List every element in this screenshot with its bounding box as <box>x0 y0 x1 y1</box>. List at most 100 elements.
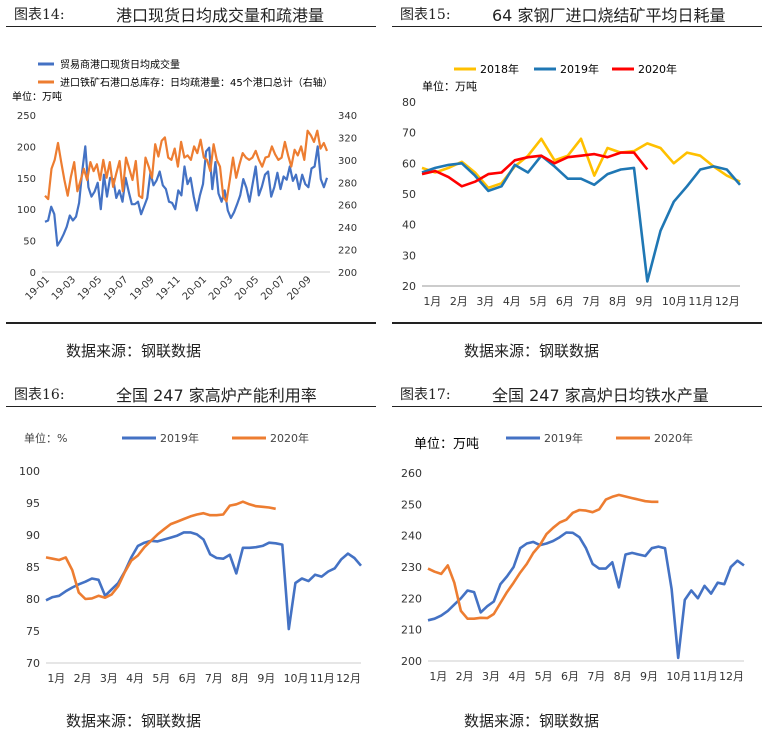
series-line-1 <box>45 531 362 631</box>
unit-label: 单位：万吨 <box>12 90 62 103</box>
x-tick-label: 10月 <box>666 670 691 683</box>
x-tick-label: 5月 <box>529 295 547 308</box>
chart-title: 港口现货日均成交量和疏港量 <box>116 6 325 25</box>
legend-label-2019: 2019年 <box>160 431 199 445</box>
x-tick-label: 8月 <box>614 670 632 683</box>
x-tick-label: 1月 <box>423 295 441 308</box>
panel-bottom-rule <box>6 322 376 324</box>
y-tick-label: 200 <box>401 655 422 668</box>
x-tick-label: 2月 <box>74 672 92 685</box>
figure-number: 图表16: <box>14 387 65 403</box>
y-tick-label: 80 <box>26 593 40 606</box>
unit-label: 单位：万吨 <box>414 437 479 452</box>
chart-title: 全国 247 家高炉日均铁水产量 <box>492 386 709 405</box>
x-tick-label: 8月 <box>231 672 249 685</box>
y-tick-label: 50 <box>402 188 416 201</box>
x-tick-label: 11月 <box>310 672 335 685</box>
x-tick-label: 7月 <box>205 672 223 685</box>
panel-header: 图表17: 全国 247 家高炉日均铁水产量 <box>392 380 762 407</box>
y-tick-label: 0 <box>30 268 36 279</box>
plot-area: 20 30 40 50 60 70 80 1月 2月 3月 4月 5月 6月 7月 8月 9月 10月 11月 12… <box>402 96 741 308</box>
x-tick-label: 19-09 <box>128 274 156 302</box>
y-tick-label: 75 <box>26 625 40 638</box>
x-tick-label: 1月 <box>429 670 447 683</box>
y-tick-label: 60 <box>402 157 416 170</box>
y-right-tick-label: 320 <box>338 133 357 144</box>
chart-panel-14: 图表14: 港口现货日均成交量和疏港量 贸易商港口现货日均成交量 进口铁矿石港口… <box>0 0 384 372</box>
y-tick-label: 20 <box>402 280 416 293</box>
y-tick-label: 230 <box>401 561 422 574</box>
series-line-1 <box>44 145 329 247</box>
y-tick-label: 150 <box>17 174 36 185</box>
y-tick-label: 80 <box>402 96 416 109</box>
series-line-1 <box>421 137 741 190</box>
x-tick-label: 8月 <box>609 295 627 308</box>
series-line-1 <box>427 531 745 660</box>
x-tick-label: 20-05 <box>233 274 261 302</box>
y-right-tick-label: 280 <box>338 178 357 189</box>
legend-label-2019: 2019年 <box>560 62 599 76</box>
x-tick-label: 12月 <box>336 672 361 685</box>
series-line-2 <box>44 129 329 203</box>
series-line-2 <box>45 500 276 601</box>
x-tick-label: 7月 <box>587 670 605 683</box>
plot-area: 200 210 220 230 240 250 260 1月 2月 3月 4月 5月 6月 7月 8月 9月 1… <box>401 467 745 683</box>
x-tick-label: 19-11 <box>155 274 183 302</box>
x-tick-label: 6月 <box>556 295 574 308</box>
y-tick-label: 70 <box>402 127 416 140</box>
x-tick-label: 11月 <box>688 295 713 308</box>
data-source: 数据来源：钢联数据 <box>464 712 600 730</box>
x-tick-label: 3月 <box>482 670 500 683</box>
y-tick-label: 95 <box>26 497 40 510</box>
y-tick-label: 210 <box>401 624 422 637</box>
legend-label-series-2: 进口铁矿石港口总库存：日均疏港量：45个港口总计（右轴） <box>60 76 333 89</box>
x-tick-label: 6月 <box>179 672 197 685</box>
x-tick-label: 19-03 <box>50 274 78 302</box>
chart-svg: 单位：万吨 2019年 2020年 200 210 220 230 240 250 260 1… <box>401 431 745 683</box>
legend-label-2018: 2018年 <box>480 62 519 76</box>
chart-panel-17: 图表17: 全国 247 家高炉日均铁水产量 单位：万吨 2019年 2020年… <box>384 380 768 743</box>
chart-svg: 2018年 2019年 2020年 单位：万吨 20 30 40 50 60 70 80 1月… <box>402 62 741 308</box>
y-tick-label: 70 <box>26 657 40 670</box>
legend-label-2020: 2020年 <box>638 62 677 76</box>
plot-area: 70 75 80 85 90 95 100 1月 2月 3月 4月 5月 6月 7月 8月 9月 10月 11月 1… <box>19 465 362 685</box>
plot-area: 0 50 100 150 200 250 200 220 240 260 280 300 320 340 1… <box>17 111 357 303</box>
legend-label-2020: 2020年 <box>270 431 309 445</box>
figure-number: 图表14: <box>14 7 65 23</box>
x-tick-label: 20-01 <box>181 274 209 302</box>
legend-label-2019: 2019年 <box>544 431 583 445</box>
x-tick-label: 9月 <box>257 672 275 685</box>
data-source: 数据来源：钢联数据 <box>464 342 600 360</box>
chart-svg: 单位：% 2019年 2020年 70 75 80 85 90 95 100 1月 2月 3月 4月… <box>19 431 362 685</box>
chart-panel-16: 图表16: 全国 247 家高炉产能利用率 单位：% 2019年 2020年 7… <box>0 380 384 743</box>
y-tick-label: 30 <box>402 249 416 262</box>
y-right-tick-label: 300 <box>338 156 357 167</box>
chart-title: 64 家钢厂进口烧结矿平均日耗量 <box>492 6 726 25</box>
y-tick-label: 90 <box>26 529 40 542</box>
legend-label-series-1: 贸易商港口现货日均成交量 <box>60 58 180 71</box>
y-tick-label: 85 <box>26 561 40 574</box>
x-tick-label: 19-05 <box>76 274 104 302</box>
panel-header: 图表15: 64 家钢厂进口烧结矿平均日耗量 <box>392 0 762 27</box>
x-tick-label: 11月 <box>693 670 718 683</box>
y-right-tick-label: 240 <box>338 223 357 234</box>
y-right-tick-label: 200 <box>338 268 357 279</box>
x-tick-label: 4月 <box>503 295 521 308</box>
x-tick-label: 19-07 <box>102 274 130 302</box>
x-tick-label: 2月 <box>450 295 468 308</box>
x-tick-label: 20-09 <box>285 274 313 302</box>
y-right-tick-label: 220 <box>338 246 357 257</box>
x-tick-label: 20-03 <box>207 274 235 302</box>
x-tick-label: 7月 <box>582 295 600 308</box>
figure-number: 图表17: <box>400 387 451 403</box>
y-tick-label: 100 <box>17 205 36 216</box>
x-tick-label: 4月 <box>508 670 526 683</box>
y-tick-label: 200 <box>17 142 36 153</box>
x-tick-label: 4月 <box>126 672 144 685</box>
x-tick-label: 12月 <box>719 670 744 683</box>
y-tick-label: 240 <box>401 530 422 543</box>
chart-title: 全国 247 家高炉产能利用率 <box>116 386 317 405</box>
y-tick-label: 220 <box>401 592 422 605</box>
series-line-2 <box>427 493 659 620</box>
unit-label: 单位：万吨 <box>422 79 477 93</box>
